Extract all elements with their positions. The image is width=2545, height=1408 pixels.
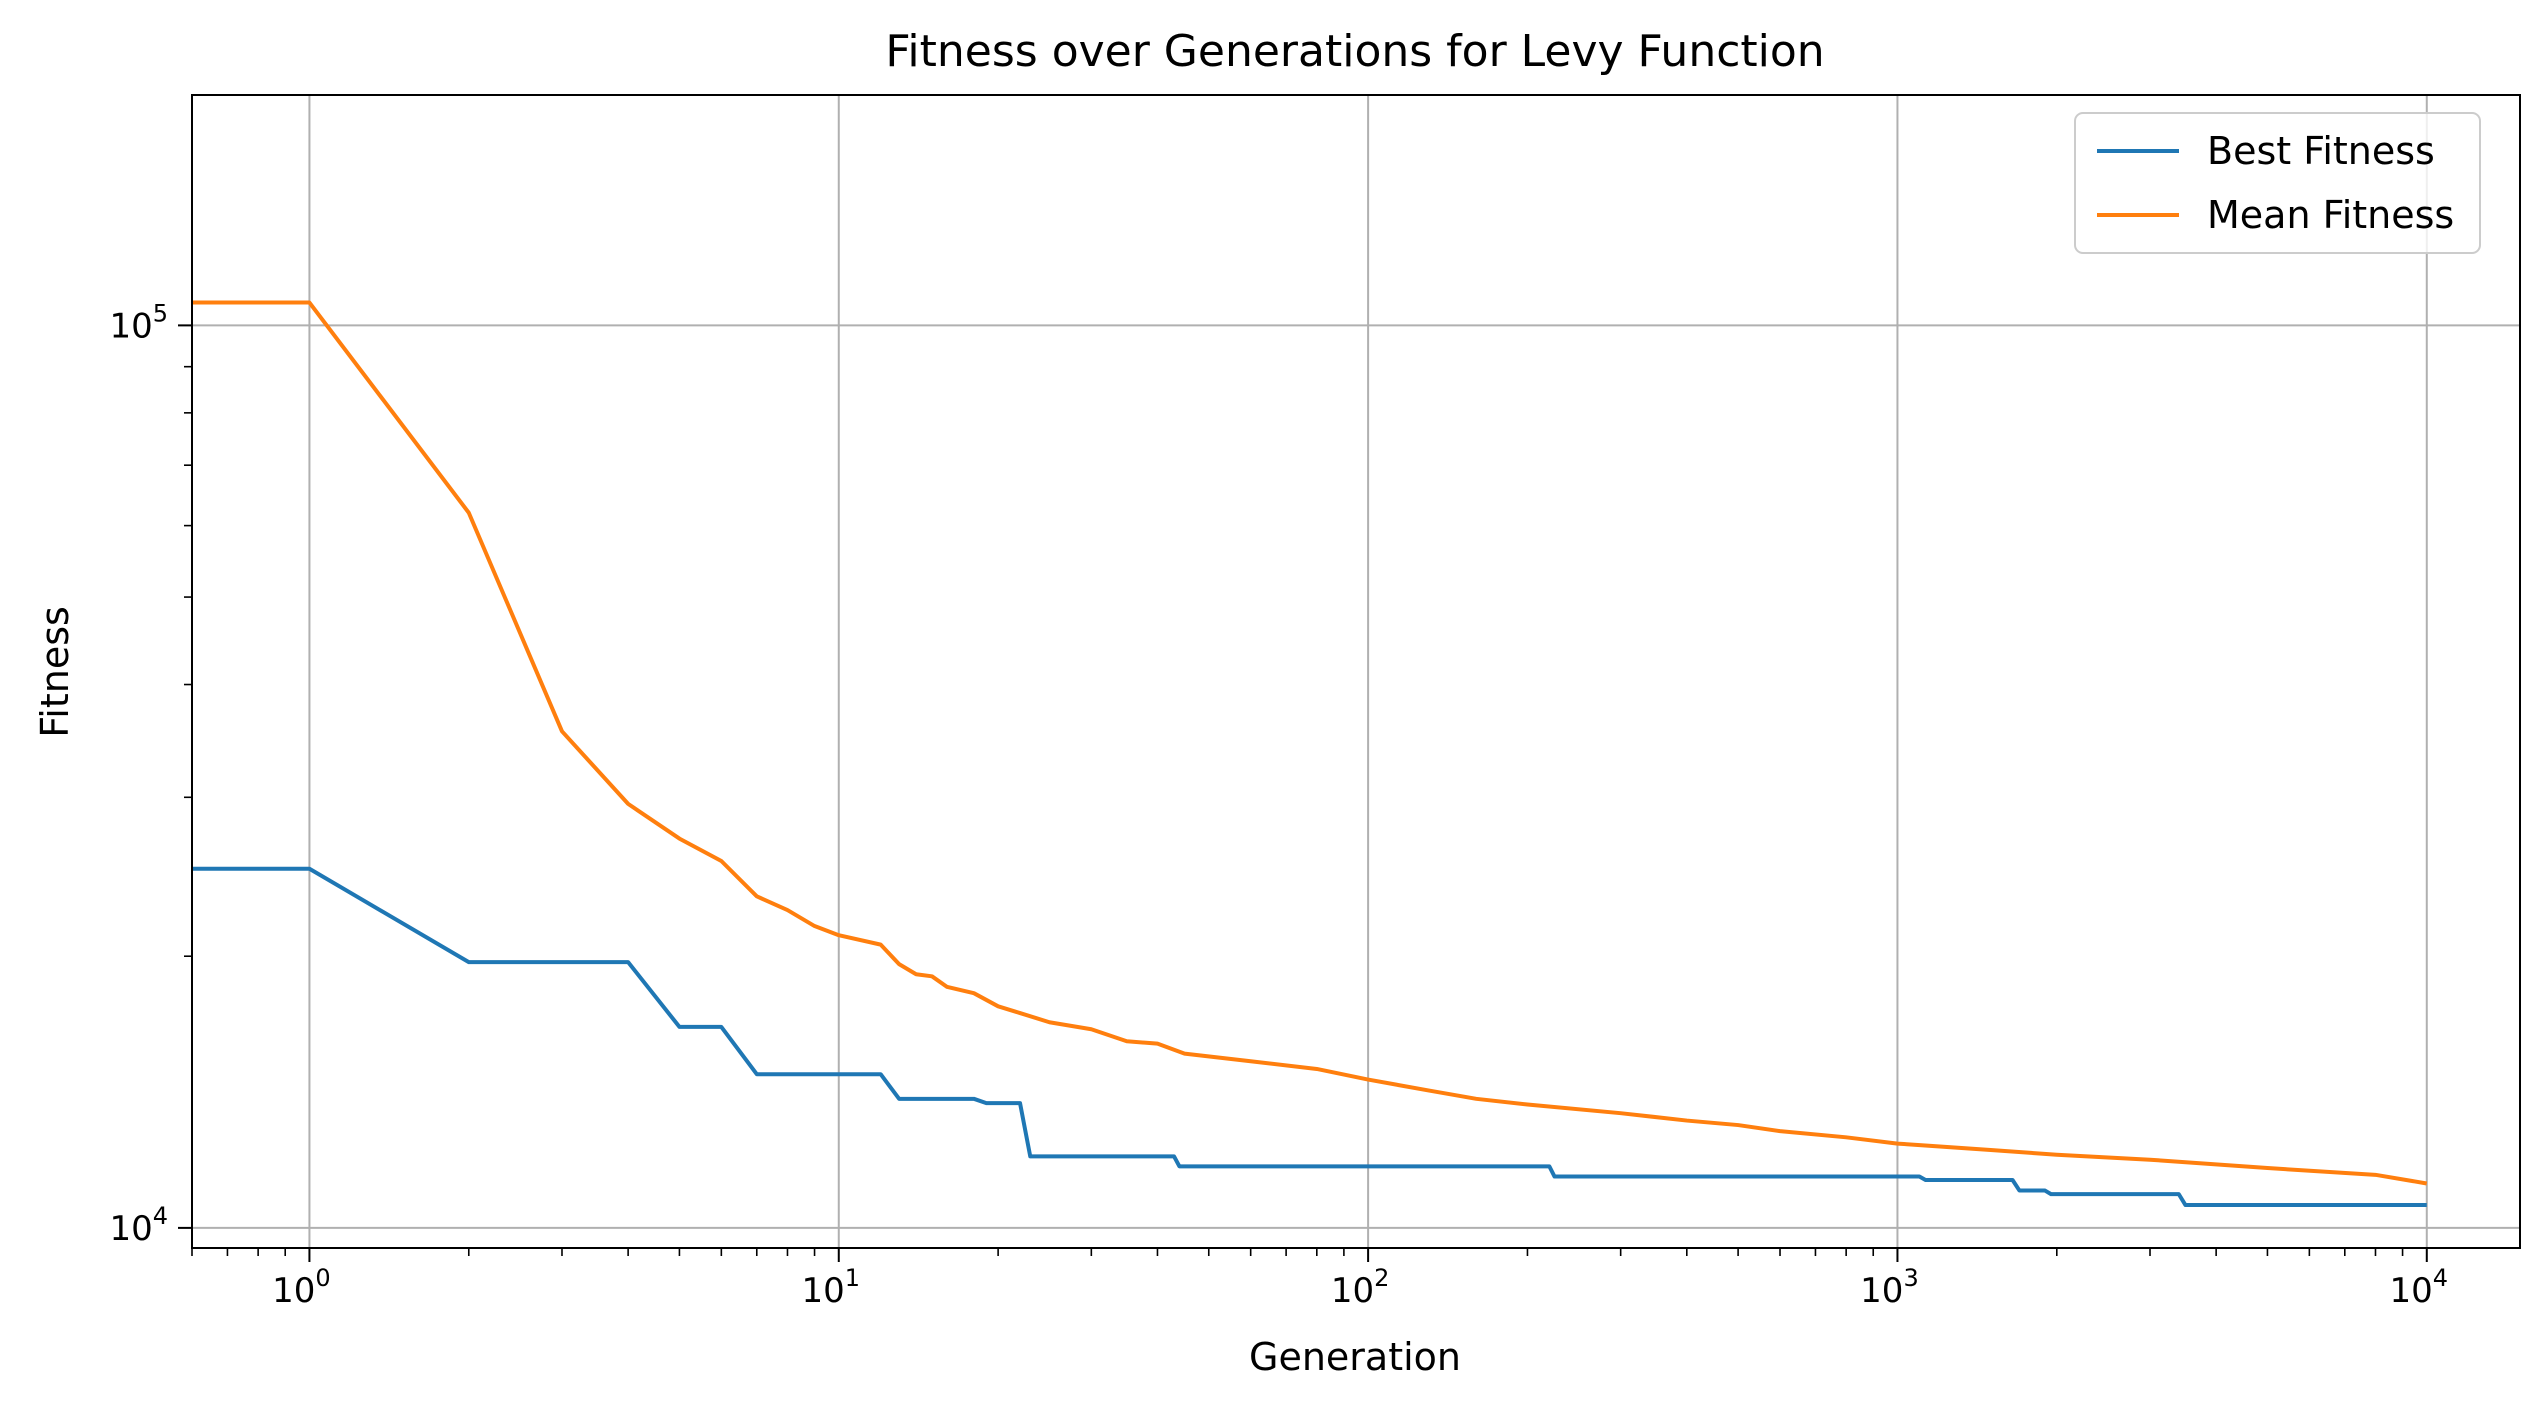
legend-box [2074,112,2481,254]
legend-label-best-fitness: Best Fitness [2207,129,2435,173]
series-layer [192,300,2428,1208]
grid-layer [192,95,2520,1248]
legend: Best Fitness Mean Fitness [2074,112,2481,254]
x-tick-label: 100 [272,1264,331,1311]
plot-frame [191,94,2521,1249]
x-tick-label: 104 [2390,1264,2449,1311]
series-line-mean-fitness [192,300,2428,1186]
x-axis-label: Generation [1249,1335,1461,1379]
series-line-best-fitness [192,866,2427,1208]
x-tick-label: 101 [801,1264,860,1311]
y-tick-label: 105 [109,299,168,346]
x-tick-label: 103 [1860,1264,1919,1311]
tick-layer: 100 101 102 103 104 104 105 [109,299,2448,1311]
legend-label-mean-fitness: Mean Fitness [2207,193,2454,237]
chart-title: Fitness over Generations for Levy Functi… [885,26,1824,77]
x-tick-label: 102 [1331,1264,1390,1311]
y-tick-label: 104 [109,1202,168,1249]
y-axis-label: Fitness [33,606,77,738]
